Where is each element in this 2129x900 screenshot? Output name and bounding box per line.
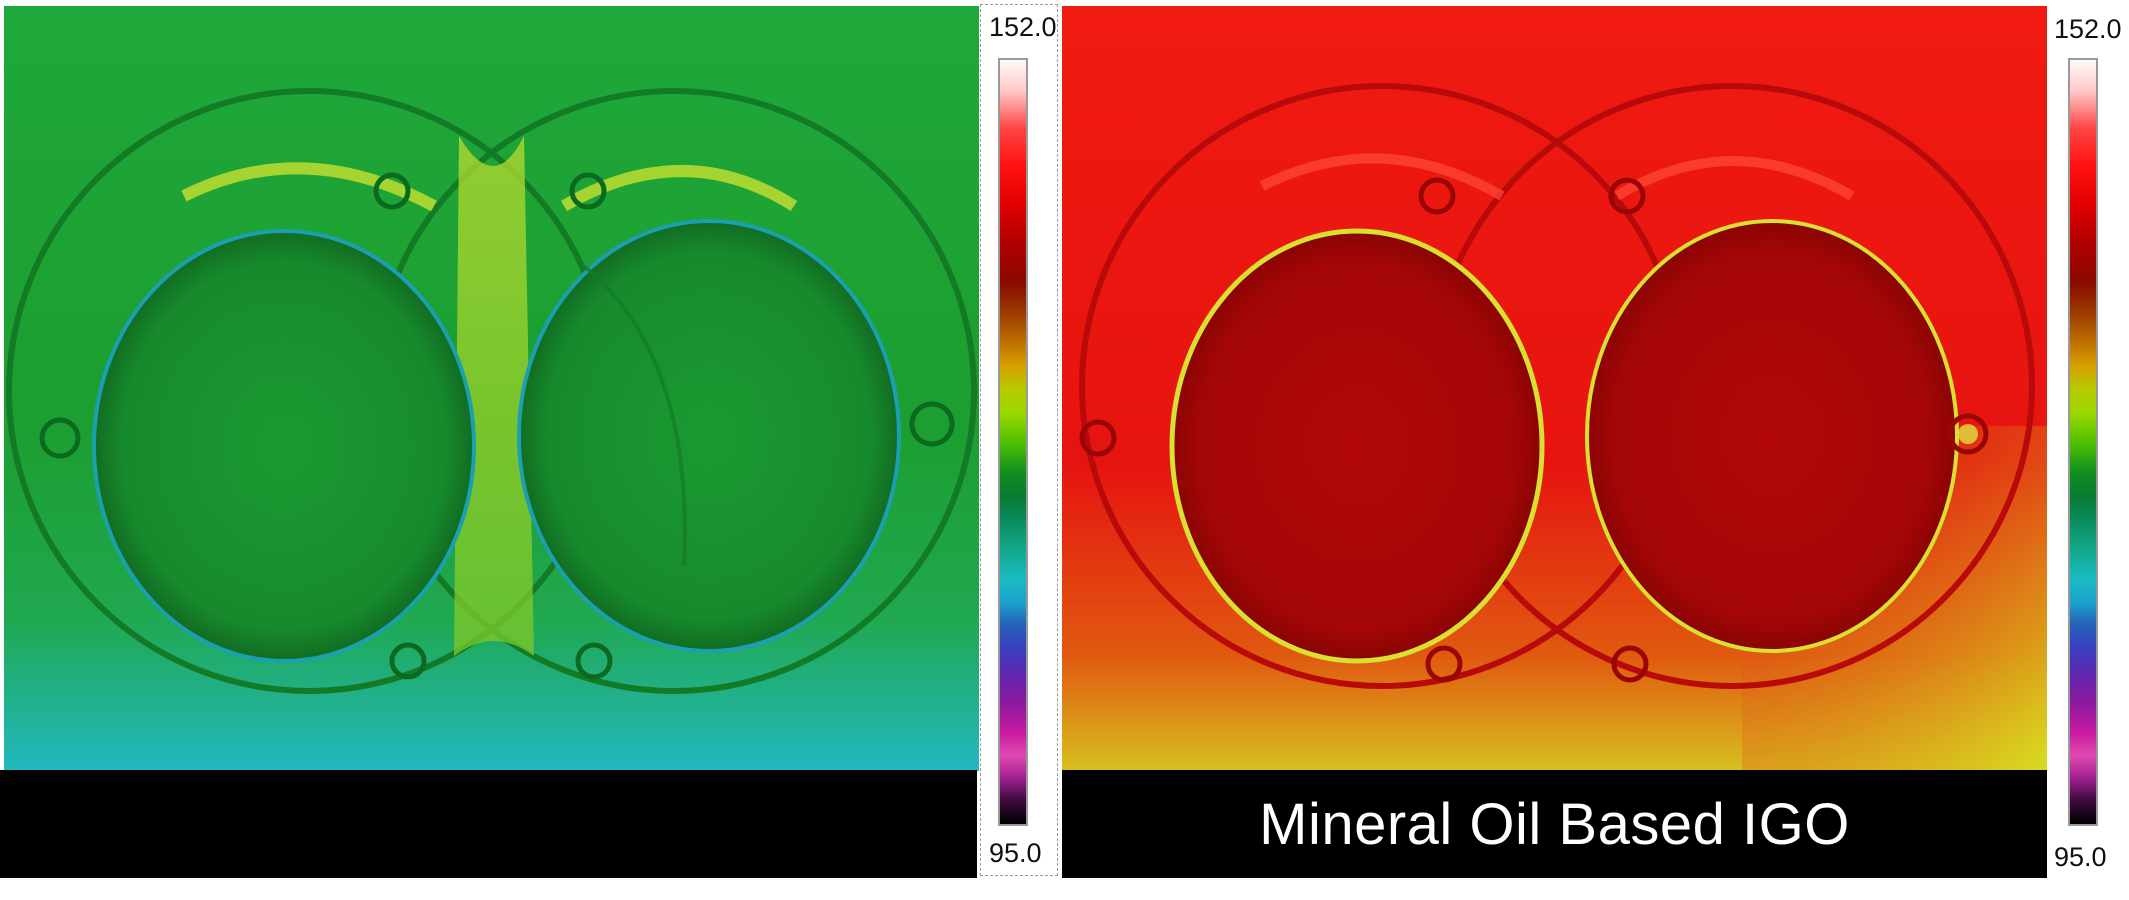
- bolt: [1947, 413, 1989, 455]
- bolt: [1608, 177, 1646, 215]
- right-hole-left: [1169, 228, 1545, 664]
- left-center-web: [454, 136, 534, 656]
- right-arc-highlight-1: [1259, 153, 1505, 201]
- bolt: [575, 642, 613, 680]
- left-scale-bar: [998, 58, 1028, 826]
- right-bolt-hotspot: [1958, 424, 1978, 444]
- left-scale-frame: [980, 4, 1058, 876]
- left-caption-bar: [0, 770, 977, 878]
- right-thermal-image: [1062, 6, 2047, 771]
- right-scale-bar: [2068, 58, 2098, 826]
- left-bolts: [39, 172, 955, 680]
- bolt: [389, 642, 427, 680]
- right-caption: Mineral Oil Based IGO: [1259, 791, 1850, 857]
- bolt: [569, 172, 607, 210]
- left-scale-max: 152.0: [989, 12, 1057, 42]
- bolt: [1418, 177, 1456, 215]
- right-caption-bar: Mineral Oil Based IGO: [1062, 770, 2047, 878]
- right-hole-right: [1585, 219, 1959, 653]
- left-thermal-svg: [4, 6, 979, 771]
- left-arc-highlight-1: [181, 162, 437, 212]
- left-scale-min: 95.0: [989, 838, 1042, 868]
- bolt: [373, 172, 411, 210]
- right-bolts: [1079, 177, 1989, 683]
- bolt: [1425, 645, 1463, 683]
- bolt: [1079, 419, 1117, 457]
- bolt: [39, 417, 81, 459]
- right-scale-max: 152.0: [2054, 14, 2122, 44]
- left-thermal-image: [4, 6, 979, 771]
- right-thermal-svg: [1062, 6, 2047, 771]
- left-hole-right: [517, 219, 901, 653]
- left-arc-highlight-2: [560, 165, 798, 212]
- left-hole-shadow: [582, 264, 687, 567]
- right-arc-highlight-2: [1614, 156, 1855, 201]
- bolt: [909, 401, 955, 447]
- left-hole-left: [92, 229, 476, 663]
- bolt: [1611, 645, 1649, 683]
- right-scale-min: 95.0: [2054, 842, 2107, 872]
